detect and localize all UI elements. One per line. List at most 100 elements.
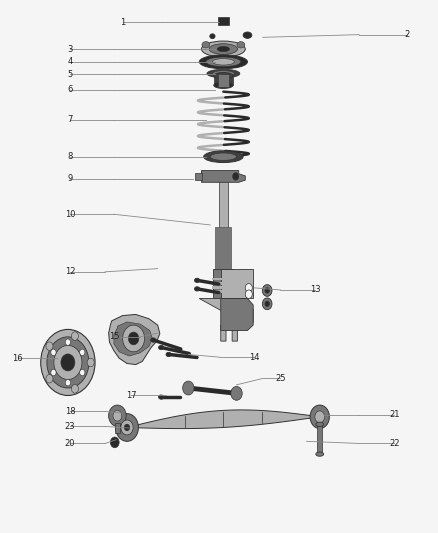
Text: 17: 17: [126, 391, 137, 400]
Circle shape: [121, 420, 133, 435]
Text: 8: 8: [67, 152, 73, 161]
Ellipse shape: [206, 57, 241, 67]
Circle shape: [51, 349, 56, 356]
Text: 20: 20: [65, 439, 75, 448]
Circle shape: [265, 288, 269, 293]
Circle shape: [116, 414, 138, 441]
Ellipse shape: [214, 82, 233, 88]
Ellipse shape: [212, 59, 234, 65]
Circle shape: [262, 285, 272, 296]
Text: 13: 13: [310, 286, 321, 294]
Circle shape: [46, 342, 53, 350]
Text: 22: 22: [389, 439, 399, 448]
Ellipse shape: [210, 34, 215, 39]
Circle shape: [71, 384, 78, 393]
Polygon shape: [127, 410, 320, 429]
Circle shape: [46, 375, 53, 383]
Circle shape: [245, 290, 252, 298]
Circle shape: [71, 332, 78, 341]
Circle shape: [183, 381, 194, 395]
Circle shape: [233, 173, 239, 180]
Polygon shape: [109, 314, 160, 365]
Text: 2: 2: [405, 30, 410, 39]
Circle shape: [51, 369, 56, 376]
Bar: [213, 269, 234, 298]
Ellipse shape: [237, 42, 245, 48]
Circle shape: [128, 332, 139, 345]
Ellipse shape: [151, 338, 156, 342]
Text: 4: 4: [67, 58, 73, 66]
Ellipse shape: [202, 42, 210, 48]
Text: 10: 10: [65, 210, 75, 219]
Bar: [212, 286, 235, 289]
Circle shape: [65, 379, 71, 386]
Bar: [212, 282, 235, 285]
Ellipse shape: [316, 422, 324, 426]
Circle shape: [113, 410, 122, 421]
Polygon shape: [114, 322, 152, 356]
Bar: [218, 74, 229, 87]
Circle shape: [124, 424, 130, 431]
Text: 25: 25: [275, 374, 286, 383]
Text: 23: 23: [65, 422, 75, 431]
Bar: [214, 76, 233, 85]
Bar: [218, 17, 229, 25]
Bar: [215, 227, 231, 272]
Circle shape: [109, 405, 126, 426]
Ellipse shape: [214, 72, 233, 79]
Ellipse shape: [210, 153, 237, 160]
Circle shape: [265, 301, 269, 306]
Circle shape: [65, 339, 71, 345]
Ellipse shape: [194, 278, 200, 282]
Text: 5: 5: [67, 70, 73, 78]
Ellipse shape: [316, 452, 324, 456]
Ellipse shape: [207, 69, 240, 78]
Text: 6: 6: [67, 85, 73, 94]
Ellipse shape: [209, 44, 237, 54]
Circle shape: [262, 298, 272, 310]
Text: 18: 18: [65, 407, 75, 416]
Bar: [221, 269, 253, 298]
Bar: [212, 290, 235, 293]
Ellipse shape: [166, 352, 171, 357]
Circle shape: [87, 358, 94, 367]
Text: 9: 9: [67, 174, 73, 183]
Bar: [212, 278, 235, 280]
Ellipse shape: [194, 287, 200, 291]
Text: 7: 7: [67, 116, 73, 124]
Ellipse shape: [201, 41, 245, 57]
Text: 3: 3: [67, 45, 73, 53]
Ellipse shape: [243, 32, 252, 38]
Ellipse shape: [159, 345, 164, 350]
Ellipse shape: [159, 395, 164, 399]
Circle shape: [61, 354, 75, 371]
Polygon shape: [195, 173, 202, 180]
Text: 12: 12: [65, 268, 75, 276]
Text: 14: 14: [249, 353, 259, 361]
Circle shape: [315, 411, 325, 423]
Polygon shape: [199, 298, 253, 341]
Circle shape: [245, 284, 252, 292]
Text: 15: 15: [109, 333, 119, 341]
Bar: [317, 424, 322, 454]
Circle shape: [41, 329, 95, 395]
Circle shape: [110, 437, 119, 448]
Circle shape: [80, 349, 85, 356]
Polygon shape: [201, 171, 245, 182]
Bar: [219, 181, 228, 229]
Ellipse shape: [217, 46, 230, 52]
Text: 1: 1: [120, 18, 125, 27]
Ellipse shape: [199, 55, 247, 69]
Circle shape: [80, 369, 85, 376]
Circle shape: [310, 405, 329, 429]
Circle shape: [123, 325, 145, 352]
Polygon shape: [221, 298, 253, 330]
Text: 21: 21: [389, 410, 399, 419]
Bar: [115, 423, 120, 433]
Ellipse shape: [204, 151, 243, 163]
Ellipse shape: [212, 71, 234, 76]
Text: 16: 16: [12, 354, 23, 362]
Circle shape: [54, 345, 82, 379]
Circle shape: [231, 386, 242, 400]
Circle shape: [47, 337, 89, 388]
